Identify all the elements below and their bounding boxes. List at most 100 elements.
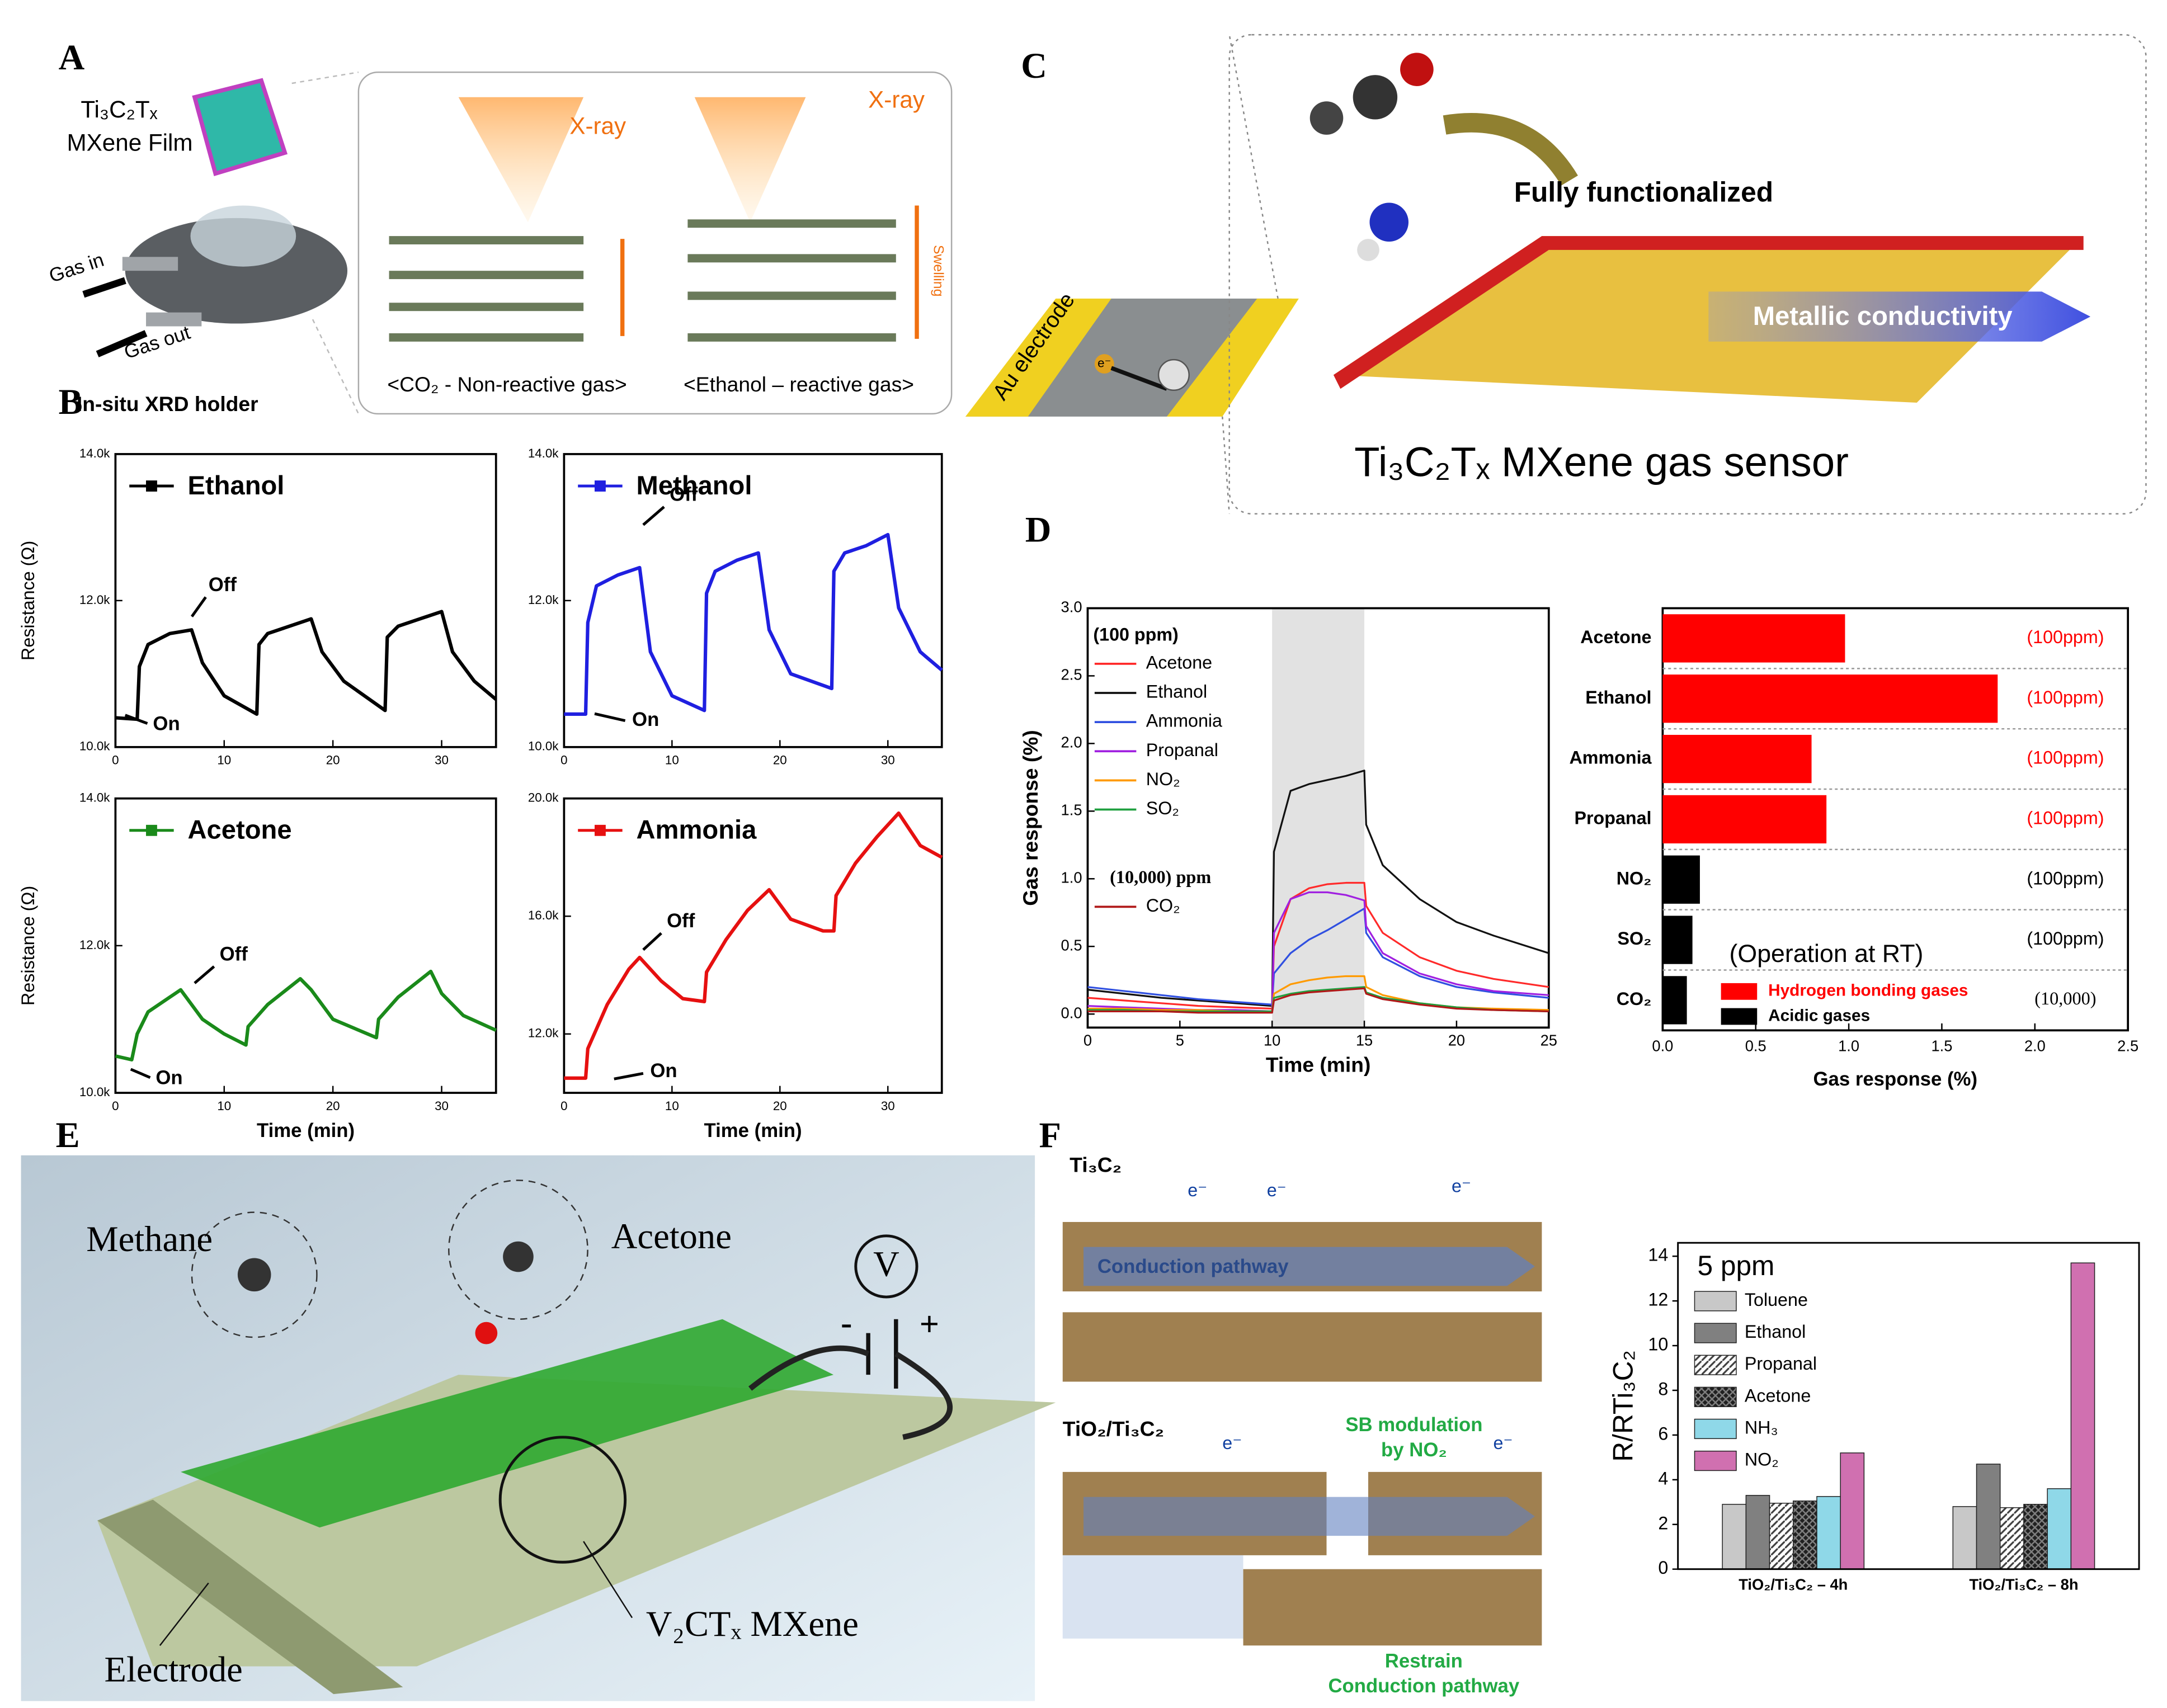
electron: e⁻: [1452, 1176, 1471, 1196]
y-tick-label: SO₂: [1618, 928, 1652, 949]
annotation-arrow: [190, 596, 207, 617]
bar: [1662, 795, 1827, 844]
bar: [1769, 1503, 1794, 1570]
restrain-label: Conduction pathway: [1328, 1676, 1519, 1697]
layer: [1243, 1569, 1542, 1646]
annotation: Off: [209, 574, 237, 596]
bar: [1840, 1452, 1865, 1570]
series-line: [1087, 881, 1549, 1010]
x-tick-label: TiO₂/Ti₃C₂ – 8h: [1969, 1576, 2078, 1593]
y-tick-label: 12.0k: [528, 1026, 559, 1040]
x-tick-label: 20: [326, 1099, 340, 1113]
legend-label: Ethanol: [1745, 1322, 1806, 1342]
panel-f: Ti₃C₂ Conduction pathway e⁻ e⁻ e⁻ TiO₂/T…: [1062, 1153, 1542, 1697]
minus: -: [840, 1303, 852, 1343]
x-axis-label: Time (min): [1266, 1053, 1371, 1077]
annotation: Off: [667, 910, 695, 932]
mxene: [181, 1319, 834, 1528]
y-tick-label: 12.0k: [79, 938, 110, 952]
bar: [1976, 1464, 2001, 1570]
y-tick-label: 8: [1658, 1379, 1668, 1399]
legend-swatch: [1721, 1008, 1758, 1025]
y-tick-label: 0.5: [1061, 936, 1082, 954]
legend-swatch: [1694, 1323, 1737, 1343]
holder-label: In-situ XRD holder: [77, 392, 258, 416]
plot-frame: [1086, 607, 1550, 1029]
atom: [237, 1258, 271, 1292]
layers: [389, 219, 896, 342]
annotation: On: [632, 709, 659, 730]
bar: [1745, 1495, 1770, 1570]
arrow: [96, 330, 148, 357]
bar: [2047, 1488, 2072, 1570]
annotation-arrow: [642, 932, 662, 951]
bar: [1999, 1507, 2024, 1570]
x-tick-label: 20: [773, 1099, 787, 1113]
x-tick-label: 10: [665, 1099, 679, 1113]
film-formula: Ti₃C₂Tₓ: [81, 96, 157, 122]
concentration-label: (100ppm): [2027, 687, 2104, 707]
x-tick-label: 0: [112, 1099, 119, 1113]
annotation-arrow: [642, 506, 665, 526]
bar: [1722, 1504, 1747, 1570]
atom: [503, 1241, 534, 1272]
bar: [1662, 916, 1693, 964]
legend-marker: [595, 480, 606, 492]
pathway-arrow: [1084, 1497, 1535, 1536]
concentration-label: (100ppm): [2027, 808, 2104, 828]
caption: <CO₂ - Non-reactive gas>: [387, 372, 626, 396]
atom: [475, 1322, 498, 1344]
x-axis-label: Time (min): [704, 1120, 802, 1141]
legend-label: SO₂: [1146, 798, 1179, 818]
zoom-ring: [498, 1436, 627, 1564]
series-line: [1087, 907, 1549, 1006]
bar: [1662, 976, 1687, 1025]
plot-frame: [114, 797, 497, 1094]
arrow: [1443, 112, 1578, 186]
x-tick-label: 0.0: [1652, 1037, 1673, 1054]
legend-swatch: [1694, 1418, 1737, 1440]
x-tick-label: 30: [435, 1099, 449, 1113]
y-tick-label: 10.0k: [79, 1085, 110, 1099]
y-tick-label: 1.5: [1061, 801, 1082, 819]
y-tick-label: 0: [1658, 1558, 1668, 1578]
arrow: [1110, 366, 1168, 391]
panel-a: Ti₃C₂Tₓ MXene Film Gas in Gas out In-sit…: [46, 71, 953, 416]
y-tick-label: Ethanol: [1585, 687, 1651, 707]
x-tick-label: 30: [435, 753, 449, 767]
panel-label: E: [56, 1115, 80, 1155]
x-tick-label: 20: [1448, 1031, 1465, 1049]
legend-label: Propanal: [1745, 1353, 1817, 1374]
annotation: On: [153, 713, 180, 734]
x-tick-label: 10: [217, 1099, 231, 1113]
legend-swatch: [1694, 1386, 1737, 1407]
panel-label: C: [1021, 45, 1047, 86]
plot-frame: [563, 797, 943, 1094]
pipe: [146, 312, 202, 327]
x-tick-label: 10: [1264, 1031, 1280, 1049]
bar: [1952, 1506, 1977, 1570]
panel-c: Au electrode e⁻ Fully functionalized Met…: [965, 34, 2147, 515]
molecule-ring: [191, 1211, 318, 1338]
legend-title: (10,000) ppm: [1110, 867, 1211, 887]
x-tick-label: 2.0: [2024, 1037, 2046, 1054]
concentration-label: (100ppm): [2027, 748, 2104, 768]
x-axis-label: Time (min): [257, 1120, 355, 1141]
x-tick-label: 2.5: [2117, 1037, 2138, 1054]
atom: [1309, 101, 1344, 135]
legend-marker: [595, 824, 606, 836]
x-axis-label: Gas response (%): [1813, 1069, 1977, 1090]
annotation-arrow: [124, 714, 148, 725]
bar: [1793, 1501, 1817, 1570]
xray-beam: [458, 97, 584, 223]
electron: e⁻: [1267, 1180, 1287, 1200]
legend-label: NO₂: [1146, 769, 1180, 789]
bar: [1662, 614, 1845, 663]
x-tick-label: 0: [560, 753, 567, 767]
y-tick-label: 16.0k: [528, 908, 559, 922]
methane: Methane: [86, 1219, 213, 1259]
acetone: Acetone: [611, 1216, 732, 1256]
y-tick-label: 0.0: [1061, 1004, 1082, 1021]
y-tick-label: 20.0k: [528, 791, 559, 805]
